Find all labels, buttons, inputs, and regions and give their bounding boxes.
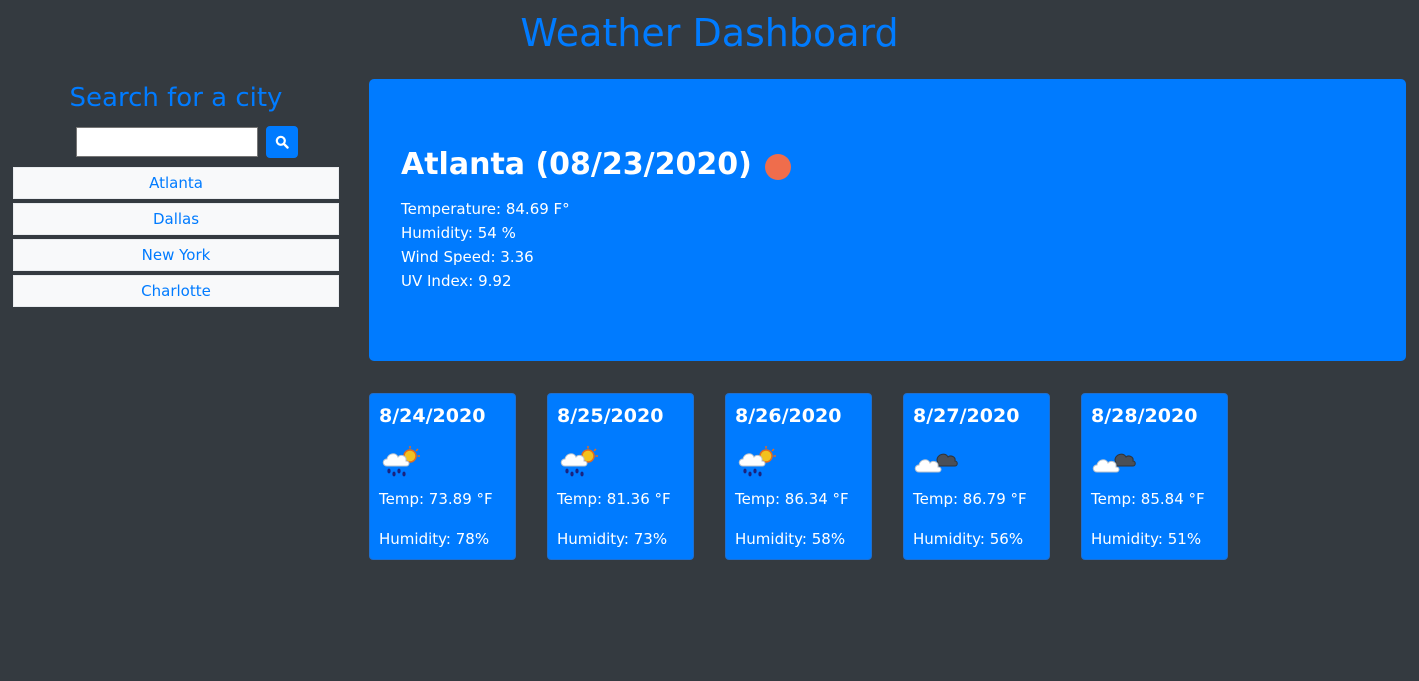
forecast-icon-wrap xyxy=(379,444,506,480)
forecast-card: 8/28/2020 Temp: 85.84 °F Humidity: 51% xyxy=(1081,393,1228,560)
forecast-humidity: Humidity: 78% xyxy=(379,530,490,548)
rain-sun-cloud-icon xyxy=(738,446,776,477)
cloudy-icon xyxy=(914,453,958,473)
forecast-humidity: Humidity: 56% xyxy=(913,530,1024,548)
current-uv-index: UV Index: 9.92 xyxy=(401,272,512,290)
forecast-temp: Temp: 73.89 °F xyxy=(379,490,493,508)
city-item-dallas[interactable]: Dallas xyxy=(13,203,339,235)
forecast-row: 8/24/2020 Temp: 73.89 °F Humidity: 78% 8… xyxy=(369,393,1228,560)
rain-sun-cloud-icon xyxy=(560,446,598,477)
city-list: Atlanta Dallas New York Charlotte xyxy=(13,167,339,307)
forecast-date: 8/27/2020 xyxy=(913,405,1020,427)
search-icon xyxy=(275,135,289,149)
cloudy-icon xyxy=(1092,453,1136,473)
forecast-humidity: Humidity: 58% xyxy=(735,530,846,548)
forecast-icon-wrap xyxy=(913,444,1040,480)
page-title: Weather Dashboard xyxy=(520,11,899,55)
forecast-card: 8/25/2020 Temp: 81.36 °F Humidity: 73% xyxy=(547,393,694,560)
rain-sun-cloud-icon xyxy=(382,446,420,477)
forecast-date: 8/25/2020 xyxy=(557,405,664,427)
city-item-new-york[interactable]: New York xyxy=(13,239,339,271)
forecast-temp: Temp: 86.34 °F xyxy=(735,490,849,508)
city-item-charlotte[interactable]: Charlotte xyxy=(13,275,339,307)
search-row xyxy=(35,126,339,158)
current-temperature: Temperature: 84.69 F° xyxy=(401,200,570,218)
forecast-humidity: Humidity: 73% xyxy=(557,530,668,548)
forecast-temp: Temp: 85.84 °F xyxy=(1091,490,1205,508)
forecast-temp: Temp: 86.79 °F xyxy=(913,490,1027,508)
current-city-title: Atlanta (08/23/2020) xyxy=(401,147,752,182)
search-heading: Search for a city xyxy=(69,83,283,113)
city-item-atlanta[interactable]: Atlanta xyxy=(13,167,339,199)
sidebar: Search for a city Atlanta Dallas New Yor… xyxy=(13,80,339,311)
current-details: Temperature: 84.69 F° Humidity: 54 % Win… xyxy=(401,197,1374,293)
forecast-icon-wrap xyxy=(557,444,684,480)
weather-dot-icon xyxy=(764,153,791,180)
search-button[interactable] xyxy=(266,126,298,158)
current-humidity: Humidity: 54 % xyxy=(401,224,516,242)
forecast-icon-wrap xyxy=(1091,444,1218,480)
forecast-card: 8/27/2020 Temp: 86.79 °F Humidity: 56% xyxy=(903,393,1050,560)
forecast-card: 8/26/2020 Temp: 86.34 °F Humidity: 58% xyxy=(725,393,872,560)
current-wind-speed: Wind Speed: 3.36 xyxy=(401,248,534,266)
current-title-row: Atlanta (08/23/2020) xyxy=(401,145,1374,185)
forecast-icon-wrap xyxy=(735,444,862,480)
forecast-temp: Temp: 81.36 °F xyxy=(557,490,671,508)
forecast-card: 8/24/2020 Temp: 73.89 °F Humidity: 78% xyxy=(369,393,516,560)
search-input[interactable] xyxy=(76,127,258,157)
forecast-humidity: Humidity: 51% xyxy=(1091,530,1202,548)
forecast-date: 8/26/2020 xyxy=(735,405,842,427)
forecast-date: 8/28/2020 xyxy=(1091,405,1198,427)
current-weather-card: Atlanta (08/23/2020) Temperature: 84.69 … xyxy=(369,79,1406,361)
forecast-date: 8/24/2020 xyxy=(379,405,486,427)
